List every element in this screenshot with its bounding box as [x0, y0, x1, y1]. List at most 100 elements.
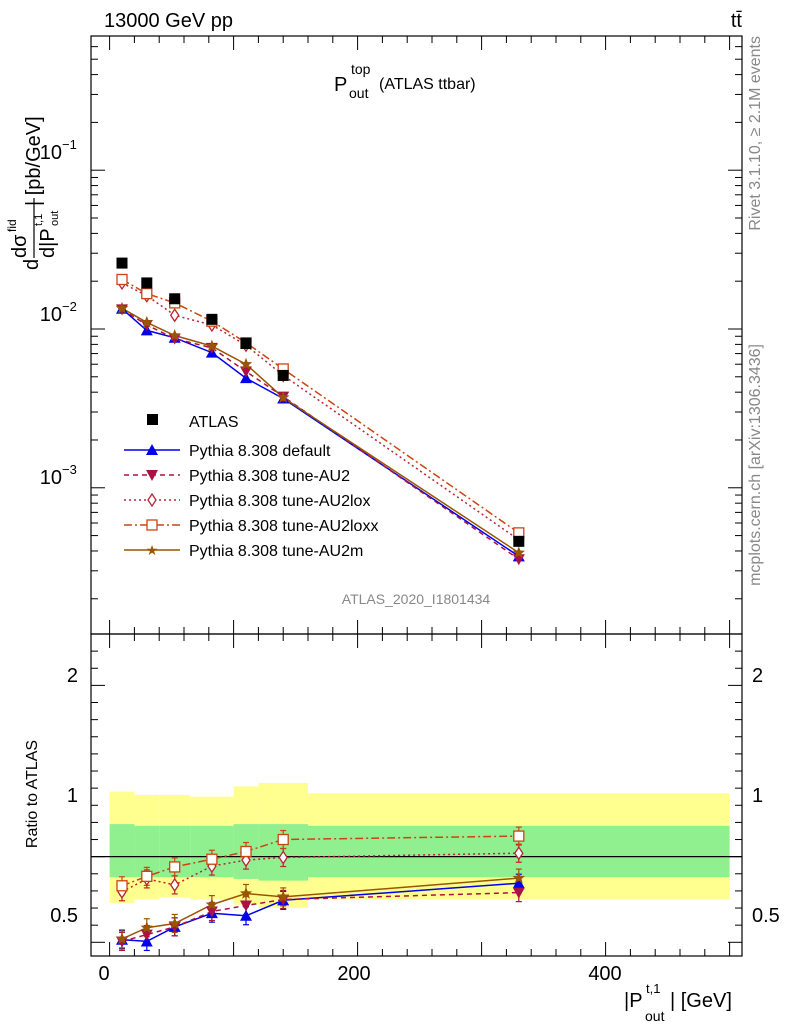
- main-y-tick-labels: 10 −1 10 −2 10 −3: [40, 137, 77, 489]
- x-tick-label-200: 200: [337, 963, 370, 985]
- y-label-denominator: d|P: [37, 228, 59, 258]
- series-4-point-0: [115, 301, 129, 314]
- legend: ATLAS Pythia 8.308 default Pythia 8.308 …: [124, 414, 378, 560]
- series-1-point-2: [168, 333, 181, 345]
- atlas-data-point-0: [116, 257, 128, 269]
- x-label-post: | [GeV]: [670, 990, 732, 1012]
- ratio-series-2-point-6: [514, 846, 524, 861]
- y-label-numerator: dσ: [9, 234, 31, 258]
- x-axis-label: |P t,1 out | [GeV]: [624, 981, 732, 1024]
- series-4-point-5: [277, 391, 290, 403]
- y-label-t1: t,1: [33, 214, 45, 226]
- series-4-point-4: [239, 357, 253, 370]
- x-label-sup: t,1: [646, 981, 660, 996]
- ratio-series-3-point-1: [141, 870, 153, 883]
- ratio-y-tick-label-1-right: 1: [752, 785, 763, 807]
- ratio-y-tick-labels-left: 2 1 0.5: [50, 665, 78, 927]
- series-3-point-1: [141, 287, 153, 300]
- ratio-series-1-point-4: [240, 900, 252, 912]
- ratio-y-tick-label-05: 0.5: [50, 905, 78, 927]
- y-tick-label-1: 10: [40, 304, 62, 326]
- chart-title-sup: top: [351, 61, 371, 77]
- y-label-unit: | [pb/GeV]: [23, 116, 45, 206]
- ratio-series-3-point-6: [513, 830, 525, 842]
- legend-label-default: Pythia 8.308 default: [189, 443, 331, 460]
- chart-title-sub: out: [349, 85, 369, 101]
- y-tick-label-2: 10: [40, 467, 62, 489]
- ratio-inner-band-0: [109, 824, 135, 878]
- main-axis-ticks: [91, 36, 742, 634]
- series-4-point-2: [168, 329, 181, 341]
- legend-entry-au2m: ★ Pythia 8.308 tune-AU2m: [124, 542, 363, 560]
- ratio-series-3-point-5: [277, 833, 289, 846]
- y-label-out: out: [49, 211, 61, 226]
- series-4-point-1: [140, 315, 153, 328]
- y-tick-label-0-exponent: −1: [62, 137, 77, 152]
- mcplots-reference-text: mcplots.cern.ch [arXiv:1306.3436]: [747, 344, 764, 586]
- legend-marker-au2m: ★: [146, 542, 159, 558]
- y-label-fid: fid: [5, 219, 19, 232]
- series-4-point-3: [205, 339, 219, 352]
- legend-marker-au2: [146, 470, 158, 481]
- ratio-series-2-point-2: [169, 877, 180, 893]
- ratio-series-1-point-6: [512, 887, 525, 899]
- rivet-version-text: Rivet 3.1.10, ≥ 2.1M events: [747, 36, 764, 231]
- chart-title-rest: (ATLAS ttbar): [379, 76, 476, 93]
- legend-label-au2m: Pythia 8.308 tune-AU2m: [189, 543, 363, 560]
- legend-label-atlas: ATLAS: [189, 414, 239, 431]
- ratio-series-3-point-3: [206, 853, 218, 865]
- x-tick-labels: 0 200 400: [98, 963, 621, 985]
- ratio-panel-frame: [90, 633, 743, 957]
- ratio-series-0-point-1: [140, 935, 153, 947]
- ratio-y-tick-labels-right: 2 1 0.5: [752, 665, 780, 927]
- ratio-y-tick-label-2-right: 2: [752, 665, 763, 687]
- y-label-leading-d: d: [21, 259, 43, 270]
- atlas-data-point-3: [206, 313, 218, 325]
- main-panel: 10 −1 10 −2 10 −3 P top out (ATLAS ttbar…: [5, 35, 743, 635]
- ratio-series-4-point-2: [168, 917, 181, 929]
- chart-title-main: P: [334, 74, 347, 96]
- ratio-series-4-point-6: [512, 871, 525, 884]
- x-label-pre: |P: [624, 990, 643, 1012]
- ratio-series-2-point-5: [278, 850, 288, 865]
- chart-title: P top out (ATLAS ttbar): [334, 61, 476, 101]
- series-4-point-6: [512, 546, 525, 558]
- legend-entry-atlas: ATLAS: [147, 414, 239, 431]
- main-y-axis-label: dσ fid d d|P t,1 out | [pb/GeV]: [5, 116, 61, 270]
- ratio-series-3-point-4: [240, 845, 252, 858]
- legend-label-au2: Pythia 8.308 tune-AU2: [189, 468, 350, 485]
- ratio-series-4-point-0: [115, 932, 129, 945]
- ratio-plot-area: [91, 783, 742, 952]
- series-0-point-4: [240, 372, 252, 384]
- legend-entry-default: Pythia 8.308 default: [124, 443, 331, 460]
- ratio-y-tick-label-05-right: 0.5: [752, 905, 780, 927]
- legend-entry-au2lox: Pythia 8.308 tune-AU2lox: [124, 492, 370, 510]
- x-tick-label-400: 400: [588, 963, 621, 985]
- ratio-series-line-1: [121, 891, 519, 943]
- atlas-data-point-1: [141, 277, 153, 289]
- legend-entry-au2: Pythia 8.308 tune-AU2: [124, 468, 350, 485]
- process-label: tt̄: [731, 10, 743, 32]
- ratio-series-4-point-1: [140, 921, 153, 933]
- ratio-series-0-point-4: [240, 909, 252, 921]
- ratio-series-1-point-2: [168, 921, 181, 933]
- atlas-data-point-5: [277, 369, 289, 381]
- main-plot-area: [115, 257, 525, 566]
- legend-marker-au2loxx: [146, 519, 158, 531]
- series-2-point-2: [169, 308, 180, 323]
- atlas-data-point-2: [169, 293, 181, 305]
- ratio-series-0-point-6: [512, 877, 525, 889]
- legend-label-au2loxx: Pythia 8.308 tune-AU2loxx: [189, 518, 378, 535]
- y-tick-label-1-exponent: −2: [62, 299, 77, 314]
- ratio-y-tick-label-2: 2: [67, 665, 78, 687]
- x-tick-label-0: 0: [98, 963, 109, 985]
- y-tick-label-0: 10: [40, 142, 62, 164]
- ratio-y-tick-label-1: 1: [67, 785, 78, 807]
- energy-label: 13000 GeV pp: [104, 10, 233, 32]
- legend-marker-atlas: [147, 414, 158, 425]
- ratio-series-4-point-4: [239, 887, 253, 899]
- legend-entry-au2loxx: Pythia 8.308 tune-AU2loxx: [124, 518, 378, 535]
- ratio-series-3-point-2: [169, 861, 181, 873]
- y-tick-label-2-exponent: −3: [62, 462, 77, 477]
